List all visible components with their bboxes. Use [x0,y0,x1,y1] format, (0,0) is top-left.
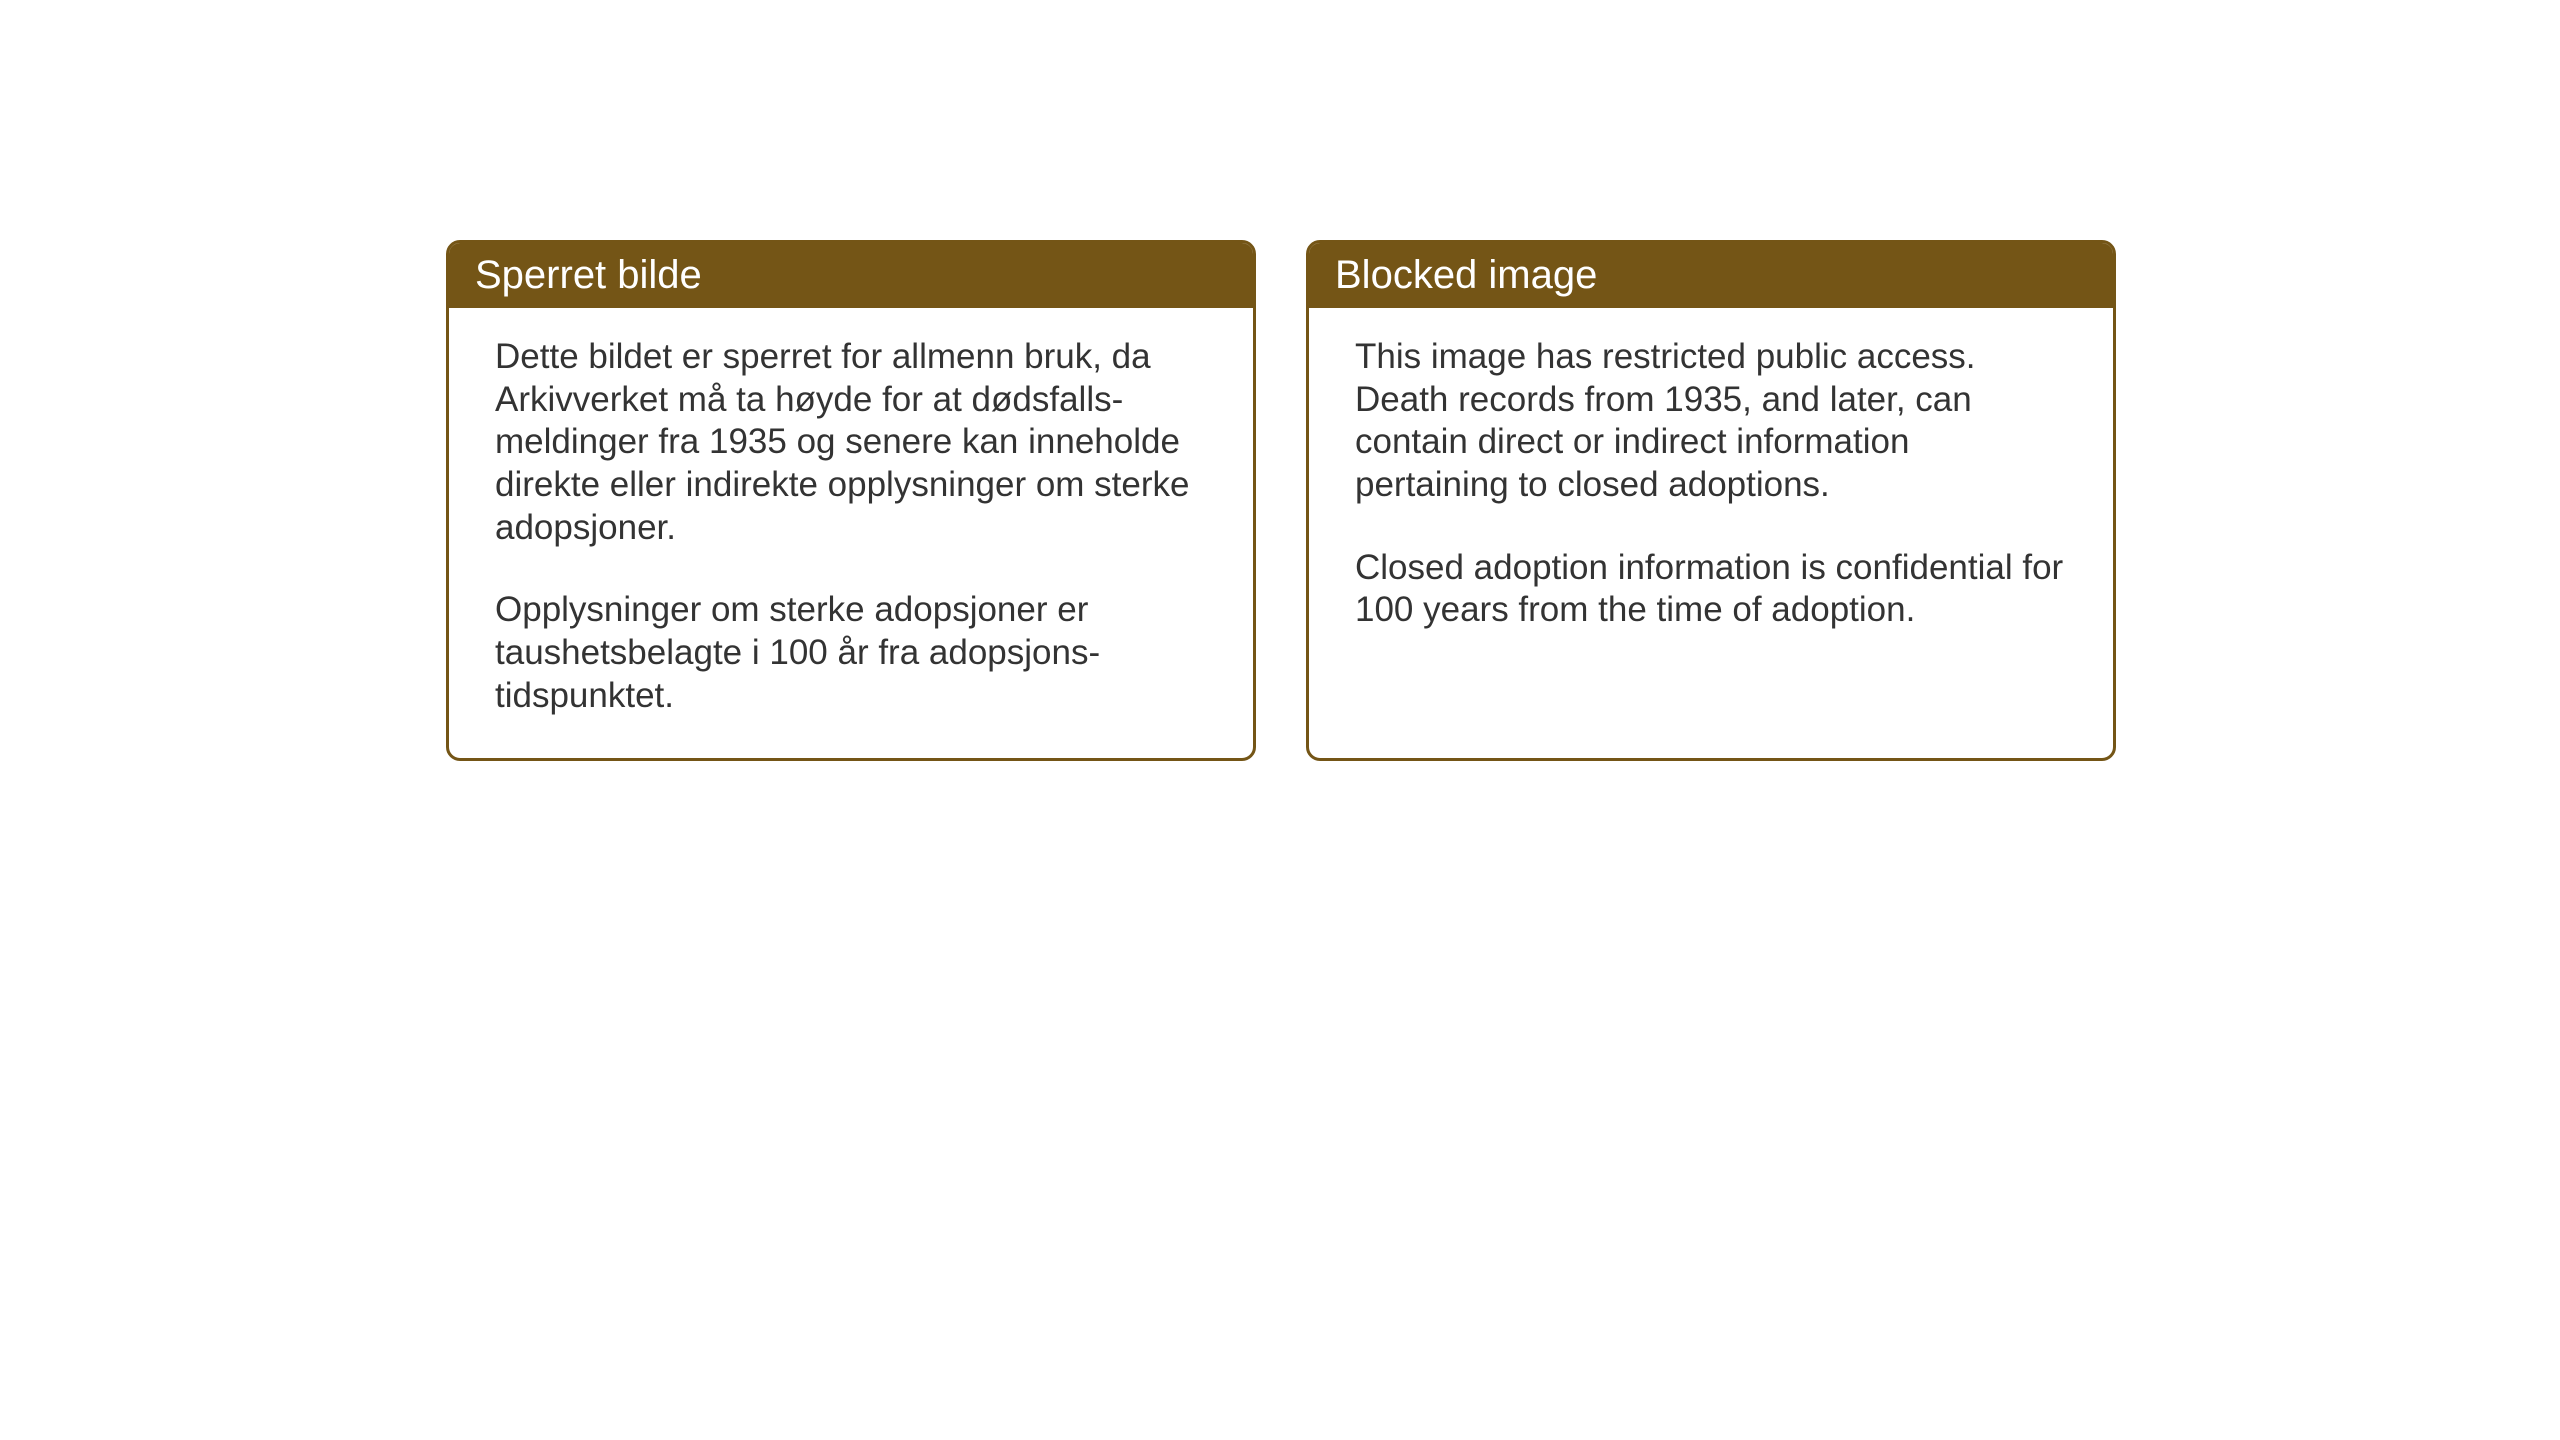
panel-english-paragraph-1: This image has restricted public access.… [1355,336,2067,507]
panel-norwegian-title: Sperret bilde [475,253,702,297]
panel-english-body: This image has restricted public access.… [1309,308,2113,672]
panel-norwegian-header: Sperret bilde [449,243,1253,308]
panels-container: Sperret bilde Dette bildet er sperret fo… [446,240,2560,761]
panel-norwegian-body: Dette bildet er sperret for allmenn bruk… [449,308,1253,758]
panel-english-title: Blocked image [1335,253,1597,297]
panel-norwegian-paragraph-2: Opplysninger om sterke adopsjoner er tau… [495,589,1207,717]
panel-norwegian-paragraph-1: Dette bildet er sperret for allmenn bruk… [495,336,1207,549]
panel-english-header: Blocked image [1309,243,2113,308]
panel-english: Blocked image This image has restricted … [1306,240,2116,761]
panel-english-paragraph-2: Closed adoption information is confident… [1355,547,2067,632]
panel-norwegian: Sperret bilde Dette bildet er sperret fo… [446,240,1256,761]
